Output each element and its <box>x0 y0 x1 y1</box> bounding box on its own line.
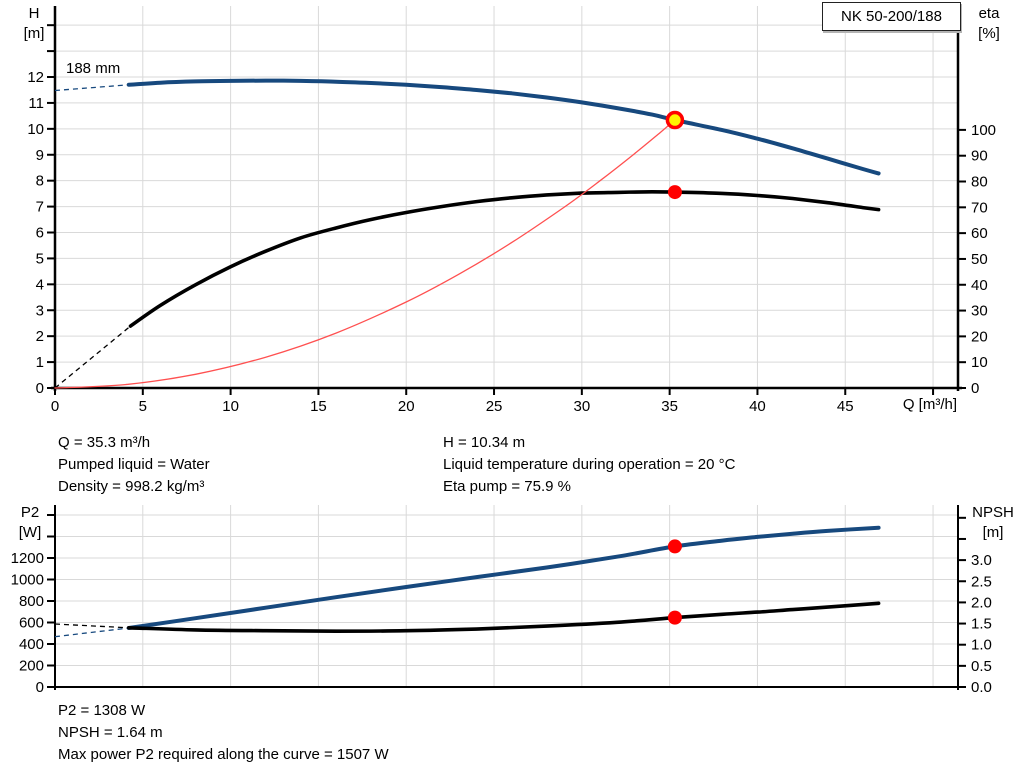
h-axis-title-unit: [m] <box>23 25 45 42</box>
y-right-tick-label: 0 <box>971 380 979 397</box>
y-right-tick-label: 90 <box>971 148 988 165</box>
y-left-tick-label: 0 <box>36 380 44 397</box>
head-curve-188mm <box>126 78 881 176</box>
power-info: P2 = 1308 W NPSH = 1.64 m Max power P2 r… <box>58 700 389 766</box>
q-axis-title: Q [m³/h] <box>902 396 957 413</box>
y-right-tick-label: 40 <box>971 277 988 294</box>
impeller-diameter-label: 188 mm <box>66 60 121 77</box>
info-eta-pump: Eta pump = 75.9 % <box>443 478 571 495</box>
operating-info-left: Q = 35.3 m³/h Pumped liquid = Water Dens… <box>58 432 210 498</box>
info-max-power: Max power P2 required along the curve = … <box>58 746 389 763</box>
x-tick-label: 20 <box>398 398 415 415</box>
y-left-tick-label: 9 <box>36 147 44 164</box>
operating-info-right: H = 10.34 m Liquid temperature during op… <box>443 432 735 498</box>
y-left-tick-label: 600 <box>19 614 44 631</box>
x-tick-label: 0 <box>51 398 59 415</box>
p2-power-curve <box>126 525 881 630</box>
npsh-axis-title: NPSH [m] <box>964 503 1022 543</box>
y-left-tick-label: 7 <box>36 199 44 216</box>
y-left-tick-label: 800 <box>19 593 44 610</box>
eta-axis-title: eta [%] <box>970 4 1008 44</box>
y-left-tick-label: 5 <box>36 250 44 267</box>
y-right-tick-label: 0.5 <box>971 658 992 675</box>
y-left-tick-label: 8 <box>36 173 44 190</box>
y-right-tick-label: 20 <box>971 328 988 345</box>
p2-axis-title: P2 [W] <box>12 503 48 543</box>
y-right-tick-label: 2.0 <box>971 594 992 611</box>
info-npsh: NPSH = 1.64 m <box>58 724 163 741</box>
duty-point-p2 <box>667 539 682 554</box>
y-left-tick-label: 3 <box>36 302 44 319</box>
head-curve-188mm-dashed-extension <box>54 84 129 92</box>
y-left-tick-label: 1 <box>36 354 44 371</box>
system-curve <box>54 119 676 389</box>
p2-axis-title-symbol: P2 <box>20 504 40 521</box>
y-right-tick-label: 60 <box>971 225 988 242</box>
x-tick-label: 45 <box>837 398 854 415</box>
pump-model-title-box: NK 50-200/188 <box>822 2 961 31</box>
p2-power-curve-dashed-extension <box>54 627 129 638</box>
x-tick-label: 25 <box>486 398 503 415</box>
efficiency-curve <box>128 190 881 328</box>
y-right-tick-label: 70 <box>971 199 988 216</box>
info-density: Density = 998.2 kg/m³ <box>58 478 205 495</box>
npsh-curve <box>126 601 881 633</box>
info-pumped-liquid: Pumped liquid = Water <box>58 456 210 473</box>
y-left-tick-label: 11 <box>28 95 44 112</box>
y-left-tick-label: 12 <box>27 69 44 86</box>
h-axis-title-symbol: H <box>28 5 40 22</box>
y-right-tick-label: 10 <box>971 354 988 371</box>
y-left-tick-label: 6 <box>36 225 44 242</box>
x-tick-label: 15 <box>310 398 327 415</box>
y-right-tick-label: 2.5 <box>971 573 992 590</box>
y-left-tick-label: 4 <box>36 276 44 293</box>
info-liquid-temperature: Liquid temperature during operation = 20… <box>443 456 736 473</box>
y-right-tick-label: 100 <box>971 122 996 139</box>
y-right-tick-label: 1.5 <box>971 616 992 633</box>
y-left-tick-label: 1200 <box>11 550 44 567</box>
p2-axis-title-unit: [W] <box>18 524 42 541</box>
x-tick-label: 5 <box>139 398 147 415</box>
y-right-tick-label: 1.0 <box>971 637 992 654</box>
duty-point-eta <box>667 185 682 200</box>
y-left-tick-label: 400 <box>19 636 44 653</box>
npsh-axis-title-symbol: NPSH <box>972 504 1014 521</box>
h-axis-title: H [m] <box>18 4 50 44</box>
y-right-tick-label: 3.0 <box>971 552 992 569</box>
x-tick-label: 30 <box>573 398 590 415</box>
efficiency-curve-dashed-extension <box>54 325 131 389</box>
npsh-curve-dashed-extension <box>54 623 129 629</box>
y-left-tick-label: 200 <box>19 657 44 674</box>
info-q: Q = 35.3 m³/h <box>58 434 151 451</box>
duty-point-head <box>665 110 685 130</box>
y-right-tick-label: 0.0 <box>971 679 992 696</box>
info-p2: P2 = 1308 W <box>58 702 146 719</box>
info-h: H = 10.34 m <box>443 434 526 451</box>
x-tick-label: 40 <box>749 398 766 415</box>
y-right-tick-label: 50 <box>971 251 988 268</box>
y-left-tick-label: 2 <box>36 328 44 345</box>
y-left-tick-label: 0 <box>36 679 44 696</box>
eta-axis-title-symbol: eta <box>978 5 1000 22</box>
duty-point-npsh <box>667 610 682 625</box>
npsh-axis-title-unit: [m] <box>982 524 1004 541</box>
y-right-tick-label: 80 <box>971 174 988 191</box>
y-left-tick-label: 10 <box>27 121 44 138</box>
y-left-tick-label: 1000 <box>11 571 44 588</box>
eta-axis-title-unit: [%] <box>978 25 1000 42</box>
x-tick-label: 10 <box>222 398 239 415</box>
x-tick-label: 35 <box>661 398 678 415</box>
y-right-tick-label: 30 <box>971 303 988 320</box>
